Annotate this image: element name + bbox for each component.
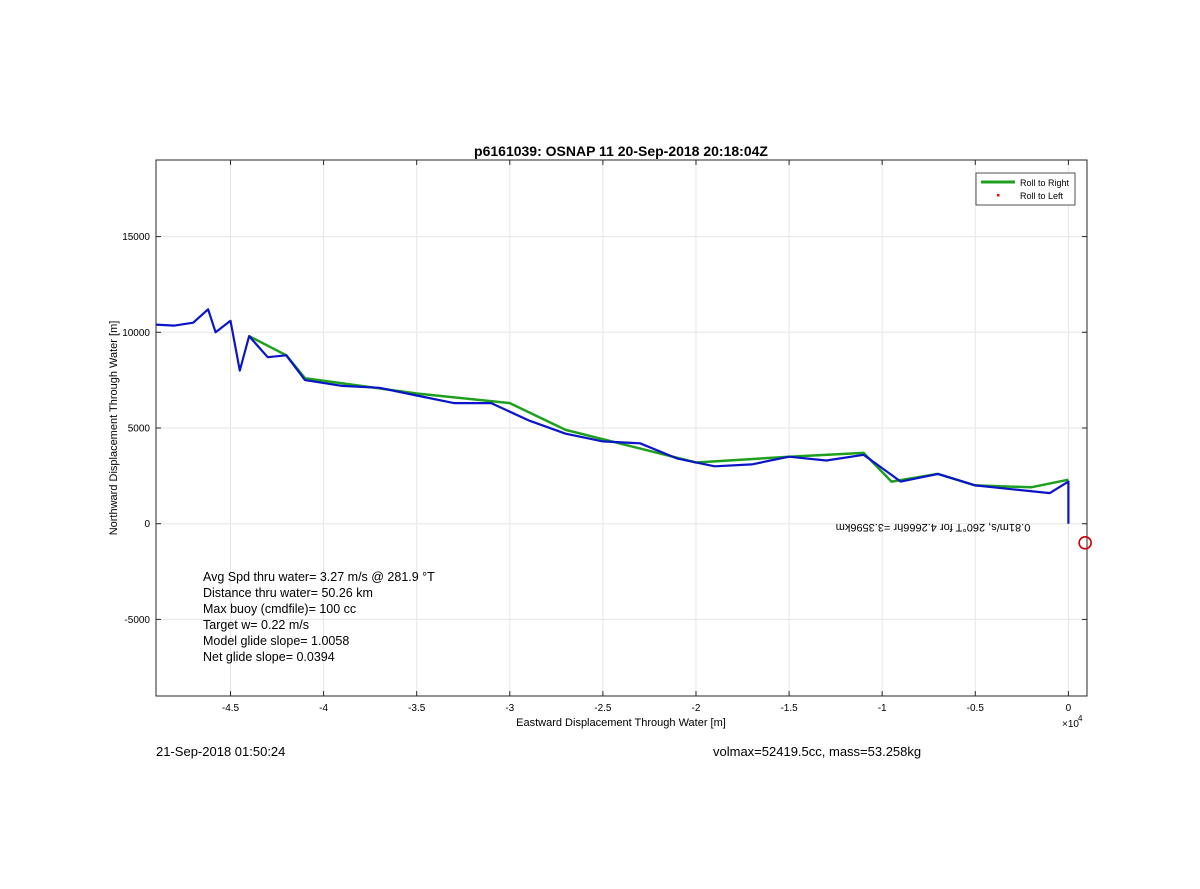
legend-label-roll-right: Roll to Right bbox=[1020, 178, 1070, 188]
x-exponent-power: 4 bbox=[1078, 714, 1083, 723]
annotation-target-w: Target w= 0.22 m/s bbox=[203, 618, 309, 632]
x-axis-label: Eastward Displacement Through Water [m] bbox=[516, 717, 726, 729]
end-circle-marker bbox=[1078, 536, 1092, 550]
y-axis-label: Northward Displacement Through Water [m] bbox=[108, 321, 120, 536]
axis-ticks: -4.5 -4 -3.5 -3 -2.5 -2 -1.5 -1 -0.5 0 -5000 0 5000 1… bbox=[122, 160, 1087, 714]
y-tick-label: 15000 bbox=[122, 232, 150, 243]
y-tick-label: -5000 bbox=[124, 615, 150, 626]
x-tick-label: -4.5 bbox=[222, 703, 240, 714]
grid bbox=[156, 160, 1087, 696]
footer-volume-mass: volmax=52419.5cc, mass=53.258kg bbox=[713, 744, 922, 759]
annotation-avg-speed: Avg Spd thru water= 3.27 m/s @ 281.9 °T bbox=[203, 570, 435, 584]
legend-label-roll-left: Roll to Left bbox=[1020, 191, 1064, 201]
annotation-model-glide-slope: Model glide slope= 1.0058 bbox=[203, 634, 349, 648]
series-group bbox=[155, 308, 1070, 524]
x-exponent-base: ×10 bbox=[1062, 719, 1079, 730]
x-tick-label: -3 bbox=[505, 703, 514, 714]
legend: Roll to Right Roll to Left bbox=[975, 172, 1076, 206]
y-tick-label: 5000 bbox=[128, 424, 151, 435]
x-tick-label: -4 bbox=[319, 703, 328, 714]
x-tick-label: -2 bbox=[692, 703, 701, 714]
x-tick-label: -1 bbox=[878, 703, 887, 714]
annotation-max-buoy: Max buoy (cmdfile)= 100 cc bbox=[203, 602, 356, 616]
y-tick-label: 0 bbox=[144, 519, 150, 530]
x-tick-label: -3.5 bbox=[408, 703, 426, 714]
y-tick-label: 10000 bbox=[122, 328, 150, 339]
footer-timestamp: 21-Sep-2018 01:50:24 bbox=[156, 744, 286, 759]
overlap-label: 0.81m/s, 260°T for 4.2666hr =3.3596km bbox=[836, 521, 1031, 533]
x-tick-label: -1.5 bbox=[780, 703, 798, 714]
x-tick-label: -0.5 bbox=[967, 703, 985, 714]
annotation-net-glide-slope: Net glide slope= 0.0394 bbox=[203, 650, 335, 664]
annotation-distance: Distance thru water= 50.26 km bbox=[203, 586, 373, 600]
legend-swatch-roll-left bbox=[997, 194, 1000, 197]
overlap-label-group: 0.81m/s, 260°T for 4.2666hr =3.3596km bbox=[836, 521, 1031, 533]
stats-annotations: Avg Spd thru water= 3.27 m/s @ 281.9 °T … bbox=[203, 570, 435, 664]
x-tick-label: 0 bbox=[1066, 703, 1072, 714]
legend-box bbox=[975, 172, 1076, 206]
series-line-roll-to-right bbox=[248, 334, 1069, 489]
chart-title: p6161039: OSNAP 11 20-Sep-2018 20:18:04Z bbox=[474, 143, 768, 159]
x-tick-label: -2.5 bbox=[594, 703, 612, 714]
series-line-track bbox=[155, 308, 1070, 524]
